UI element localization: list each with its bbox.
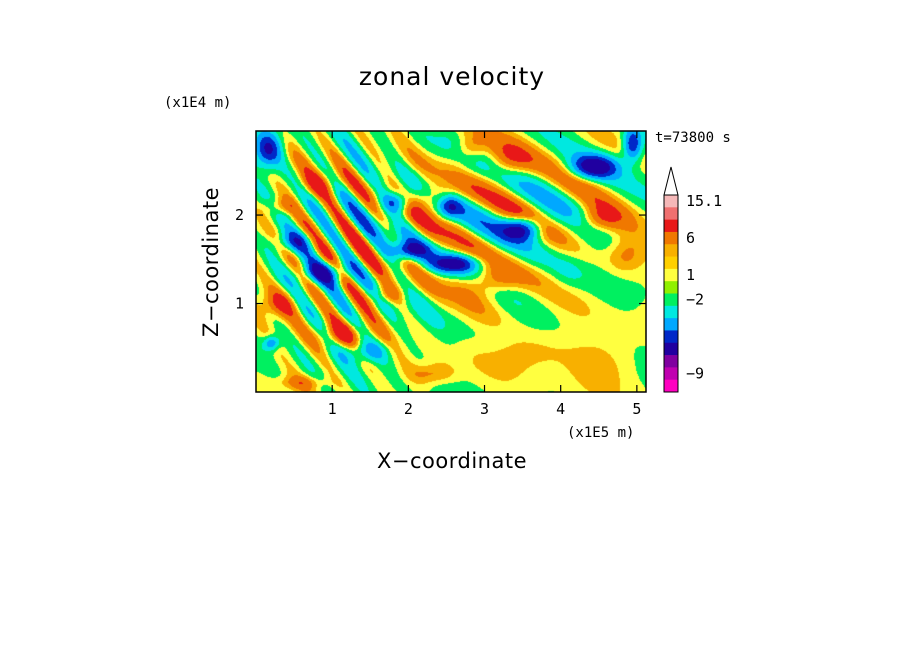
- y-tick-label: 1: [235, 295, 244, 313]
- x-axis-ticks: 1 2 3 4 5: [328, 131, 641, 418]
- colorbar-segment: [664, 355, 678, 368]
- x-axis-label: X−coordinate: [377, 449, 527, 473]
- colorbar-label: 1: [686, 266, 695, 284]
- time-label: t=73800 s: [655, 130, 731, 146]
- colorbar-label: −2: [686, 291, 704, 309]
- y-tick-label: 2: [235, 206, 244, 224]
- colorbar-frame: [663, 194, 679, 393]
- colorbar-segment: [664, 367, 678, 381]
- colorbar-label: 6: [686, 229, 695, 247]
- colorbar-segment: [664, 318, 678, 331]
- x-unit-label: (x1E5 m): [567, 425, 634, 441]
- colorbar-segment: [664, 195, 678, 208]
- heatmap-plot-area: [255, 130, 647, 393]
- y-axis-label: Z−coordinate: [199, 187, 223, 337]
- colorbar-segment: [664, 281, 678, 294]
- colorbar: 15.1 6 1 −2 −9: [663, 166, 722, 393]
- colorbar-segment: [664, 305, 678, 319]
- velocity-field: [256, 131, 646, 392]
- colorbar-segment: [664, 342, 678, 356]
- colorbar-segment: [664, 379, 678, 393]
- x-tick-label: 1: [328, 400, 337, 418]
- plot-frame: [255, 130, 647, 393]
- colorbar-segment: [664, 207, 678, 221]
- x-tick-label: 3: [480, 400, 489, 418]
- colorbar-label: −9: [686, 365, 704, 383]
- colorbar-segment: [664, 293, 678, 307]
- colorbar-segment: [664, 219, 678, 233]
- y-axis-ticks: 12: [235, 206, 646, 313]
- colorbar-segment: [664, 244, 678, 257]
- chart-title: zonal velocity: [359, 62, 545, 91]
- y-unit-label: (x1E4 m): [164, 95, 231, 111]
- colorbar-segment: [664, 268, 678, 282]
- x-tick-label: 4: [556, 400, 565, 418]
- x-tick-label: 5: [632, 400, 641, 418]
- colorbar-segment: [664, 330, 678, 344]
- colorbar-extend-arrow: [663, 166, 679, 196]
- colorbar-segment: [664, 256, 678, 270]
- colorbar-segment: [664, 231, 678, 245]
- colorbar-label: 15.1: [686, 192, 722, 210]
- x-tick-label: 2: [404, 400, 413, 418]
